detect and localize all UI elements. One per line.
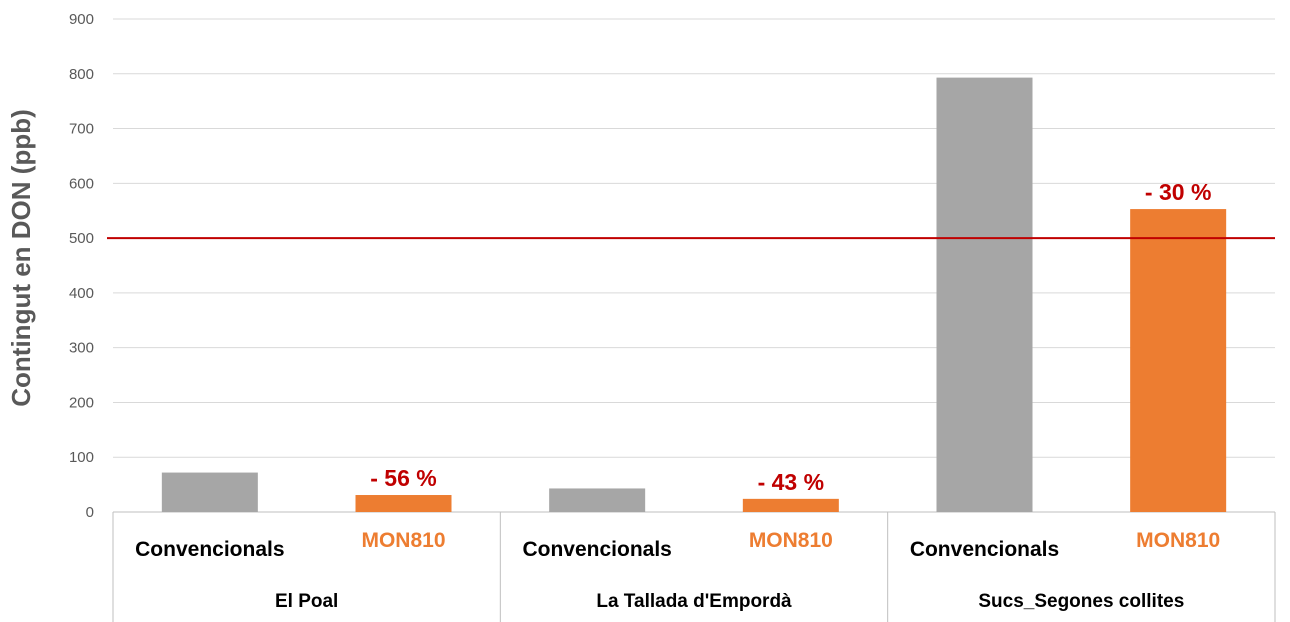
percent-change-label: - 43 % bbox=[758, 469, 824, 495]
group-label: La Tallada d'Empordà bbox=[596, 591, 792, 612]
bar-convencionals bbox=[936, 77, 1033, 513]
y-tick-label: 100 bbox=[69, 449, 94, 466]
bar-category-label: MON810 bbox=[1136, 529, 1220, 552]
percent-change-label: - 30 % bbox=[1145, 179, 1211, 205]
group-label: Sucs_Segones collites bbox=[978, 591, 1184, 612]
bar-convencionals bbox=[549, 488, 646, 512]
bar-category-label: MON810 bbox=[361, 529, 445, 552]
y-tick-label: 800 bbox=[69, 66, 94, 83]
y-tick-label: 500 bbox=[69, 230, 94, 247]
gridlines bbox=[112, 18, 1276, 622]
y-tick-label: 0 bbox=[86, 504, 94, 521]
y-tick-label: 300 bbox=[69, 340, 94, 357]
bar-category-label: Convencionals bbox=[135, 538, 284, 561]
bars bbox=[161, 77, 1227, 513]
y-axis-title: Contingut en DON (ppb) bbox=[6, 109, 36, 406]
y-tick-label: 400 bbox=[69, 285, 94, 302]
bar-category-label: Convencionals bbox=[910, 538, 1059, 561]
bar-category-label: Convencionals bbox=[522, 538, 671, 561]
y-tick-label: 200 bbox=[69, 394, 94, 411]
y-tick-label: 600 bbox=[69, 175, 94, 192]
y-tick-label: 900 bbox=[69, 11, 94, 28]
bar-category-label: MON810 bbox=[749, 529, 833, 552]
bar-mon810 bbox=[355, 495, 452, 512]
bar-mon810 bbox=[1130, 209, 1227, 512]
group-label: El Poal bbox=[275, 591, 338, 612]
percent-change-label: - 56 % bbox=[370, 465, 436, 491]
labels: 0 100 200 300 400 500 600 700 800 900 Convencional… bbox=[69, 11, 1220, 612]
bar-mon810 bbox=[742, 498, 839, 512]
bar-convencionals bbox=[161, 472, 258, 512]
y-tick-label: 700 bbox=[69, 121, 94, 138]
